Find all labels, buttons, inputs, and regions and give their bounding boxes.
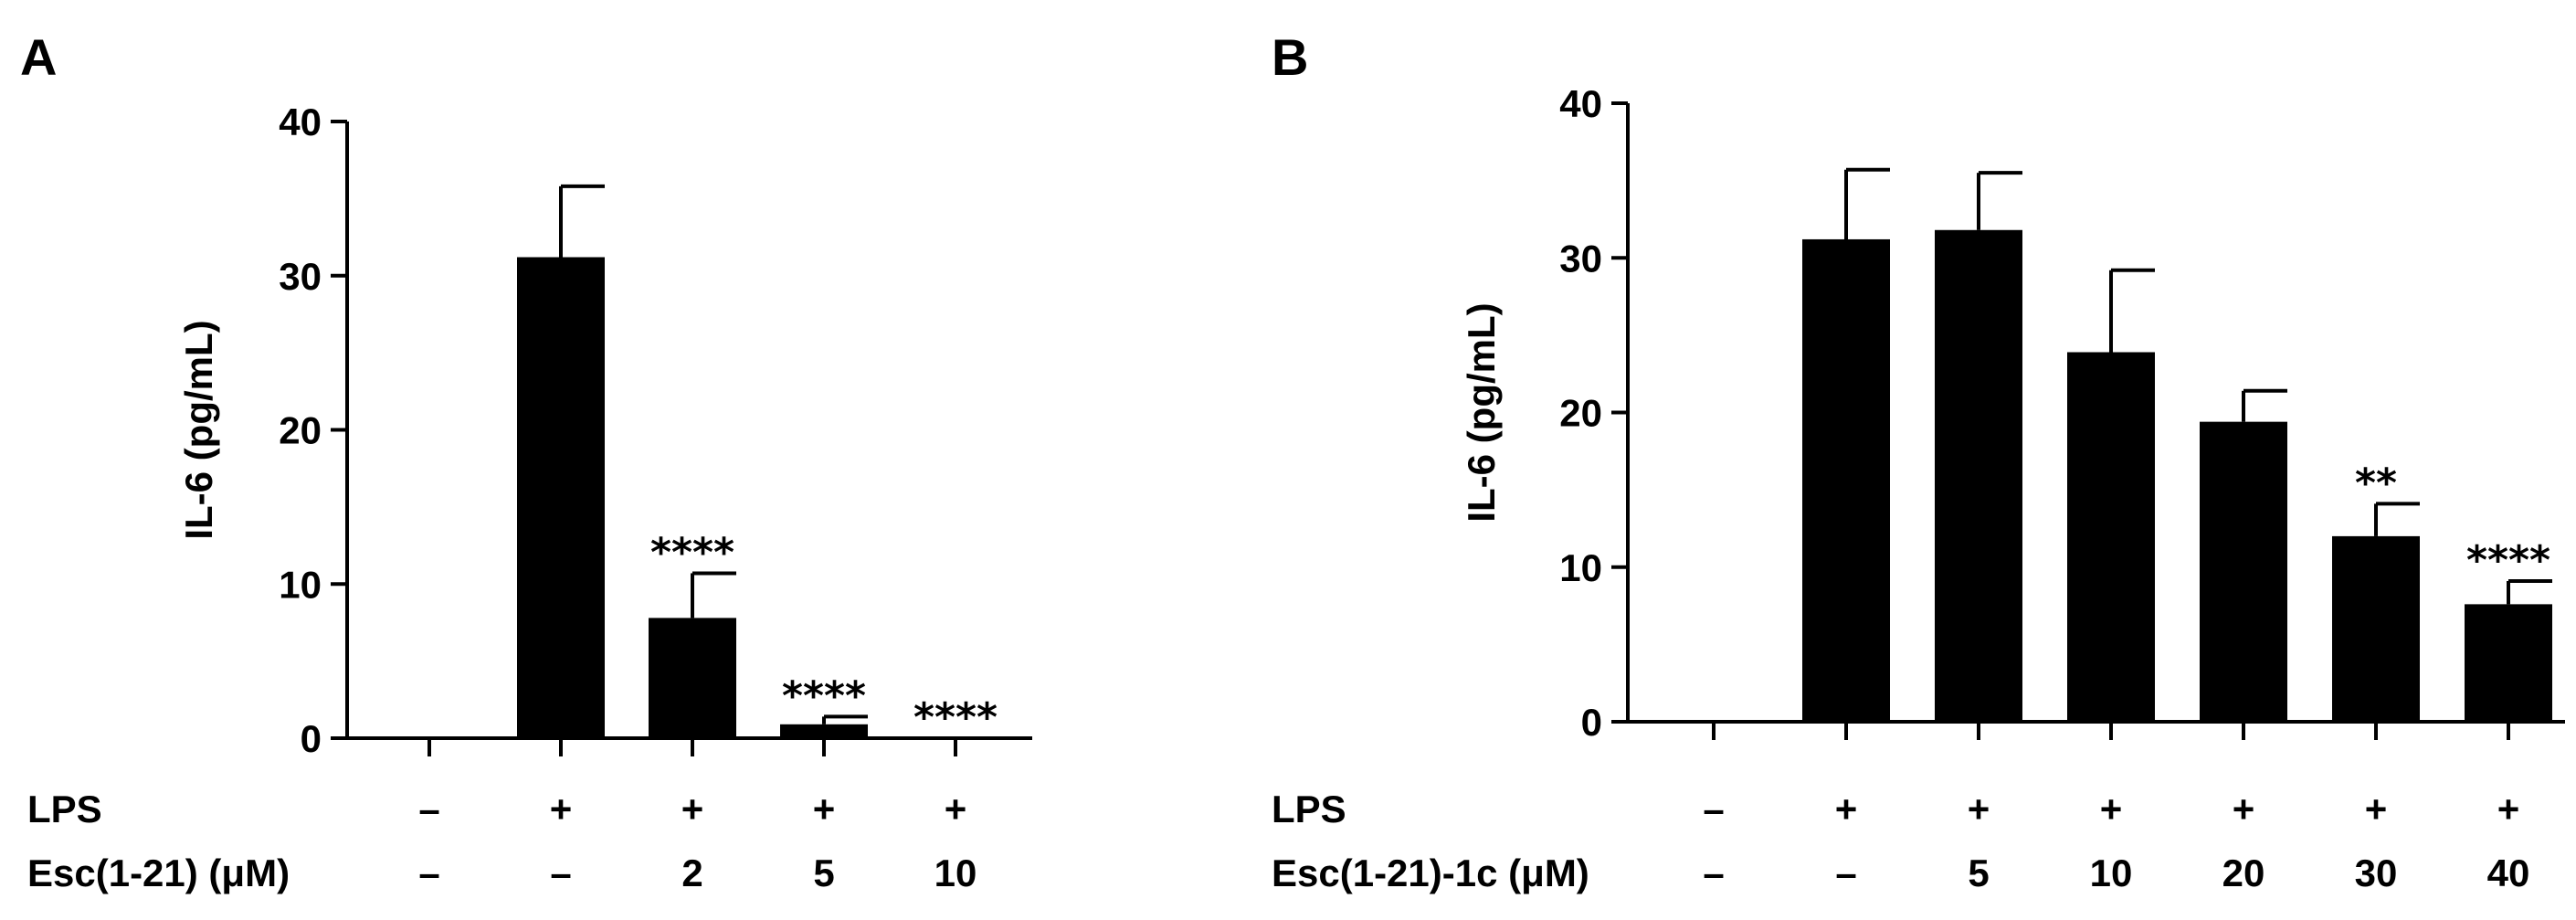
condition-value: + xyxy=(1968,788,1990,830)
condition-value: – xyxy=(1703,851,1724,894)
condition-row-label: LPS xyxy=(27,788,102,830)
condition-value: – xyxy=(1703,788,1724,830)
y-tick-label: 30 xyxy=(1559,237,1602,280)
y-tick-label: 20 xyxy=(1559,392,1602,435)
significance-label: ** xyxy=(2355,460,2397,506)
condition-value: + xyxy=(1835,788,1858,830)
bar xyxy=(517,257,605,738)
condition-value: – xyxy=(550,851,571,894)
panel-letter: B xyxy=(1272,28,1308,86)
y-axis-title: IL-6 (pg/mL) xyxy=(177,320,220,539)
condition-value: 20 xyxy=(2222,851,2265,894)
condition-value: 5 xyxy=(1968,851,1989,894)
condition-value: 40 xyxy=(2487,851,2530,894)
significance-label: **** xyxy=(913,694,998,741)
condition-row-label: Esc(1-21)-1c (μM) xyxy=(1272,851,1589,894)
condition-value: + xyxy=(813,788,836,830)
condition-value: + xyxy=(2365,788,2388,830)
panel-a: A 0 10 20 30 40 IL-6 (pg/mL) **** **** **** LPS – + +… xyxy=(20,28,1032,894)
condition-value: 30 xyxy=(2355,851,2398,894)
condition-value: + xyxy=(681,788,704,830)
y-tick-label: 40 xyxy=(279,100,322,143)
y-tick-label: 10 xyxy=(279,563,322,606)
condition-value: + xyxy=(2233,788,2255,830)
y-axis-title: IL-6 (pg/mL) xyxy=(1460,302,1503,522)
bar xyxy=(649,618,736,738)
y-tick-label: 40 xyxy=(1559,82,1602,125)
condition-value: – xyxy=(1835,851,1856,894)
condition-value: + xyxy=(945,788,967,830)
y-tick-label: 20 xyxy=(279,409,322,452)
y-tick-label: 10 xyxy=(1559,546,1602,589)
condition-value: 2 xyxy=(681,851,702,894)
bar xyxy=(780,724,868,738)
bar xyxy=(1802,238,1890,722)
significance-label: **** xyxy=(2466,537,2550,584)
y-tick-label: 0 xyxy=(301,717,322,760)
condition-value: 10 xyxy=(2090,851,2133,894)
significance-label: **** xyxy=(782,672,866,719)
significance-label: **** xyxy=(650,529,734,576)
condition-row-label: Esc(1-21) (μM) xyxy=(27,851,290,894)
y-tick-label: 0 xyxy=(1581,701,1602,744)
bar xyxy=(2465,604,2552,722)
condition-value: – xyxy=(418,851,439,894)
condition-value: + xyxy=(2100,788,2123,830)
condition-value: – xyxy=(418,788,439,830)
bar xyxy=(2067,352,2155,722)
condition-row-label: LPS xyxy=(1272,788,1346,830)
bar xyxy=(2332,535,2420,722)
bar xyxy=(1935,229,2022,722)
bar xyxy=(2200,421,2287,722)
panel-letter: A xyxy=(20,28,57,86)
condition-value: 10 xyxy=(934,851,977,894)
condition-value: + xyxy=(2497,788,2520,830)
condition-value: 5 xyxy=(813,851,834,894)
condition-value: + xyxy=(550,788,573,830)
y-tick-label: 30 xyxy=(279,255,322,298)
